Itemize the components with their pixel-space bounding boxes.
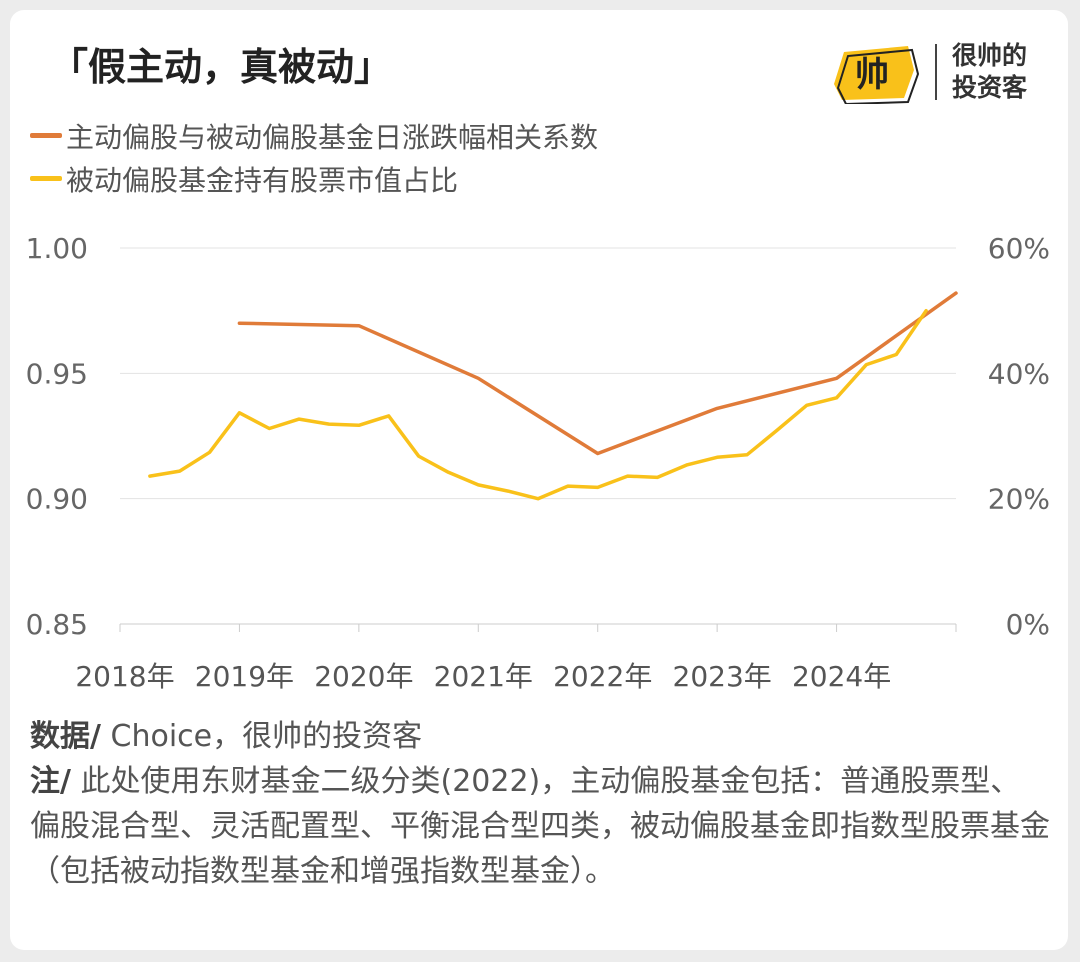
- x-tick-label: 2022年: [553, 660, 652, 693]
- chart-footnote: 数据/ Choice，很帅的投资客 注/ 此处使用东财基金二级分类(2022)，…: [30, 714, 1050, 894]
- y-right-tick-label: 60%: [988, 232, 1050, 265]
- y-left-tick-label: 0.85: [26, 608, 88, 641]
- series-line-correlation: [237, 291, 958, 456]
- legend-item-correlation: 主动偏股与被动偏股基金日涨跌幅相关系数: [30, 114, 598, 157]
- legend-item-market-share: 被动偏股基金持有股票市值占比: [30, 157, 598, 200]
- brand-name: 很帅的 投资客: [952, 40, 1027, 104]
- page-title: 「假主动，真被动」: [50, 45, 393, 89]
- source-line: 数据/ Choice，很帅的投资客: [30, 714, 1050, 759]
- y-left-tick-label: 0.90: [26, 483, 88, 516]
- brand-name-line1: 很帅的: [952, 41, 1028, 70]
- y-right-tick-label: 40%: [988, 357, 1050, 390]
- y-left-tick-label: 1.00: [26, 232, 88, 265]
- source-text: Choice，很帅的投资客: [100, 719, 423, 754]
- legend-swatch-yellow: [30, 176, 62, 181]
- legend-swatch-orange: [30, 133, 62, 138]
- note-label: 注/: [30, 764, 71, 799]
- chart-legend: 主动偏股与被动偏股基金日涨跌幅相关系数 被动偏股基金持有股票市值占比: [30, 114, 598, 200]
- x-tick-label: 2019年: [195, 660, 294, 693]
- legend-label-market-share: 被动偏股基金持有股票市值占比: [66, 163, 459, 197]
- x-tick-label: 2020年: [314, 660, 413, 693]
- x-tick-label: 2021年: [434, 660, 533, 693]
- source-label: 数据/: [30, 719, 101, 754]
- x-tick-label: 2023年: [673, 660, 772, 693]
- brand-logo-icon: 帅: [834, 44, 937, 104]
- chart-card: [10, 10, 1068, 950]
- y-right-tick-label: 0%: [1006, 608, 1050, 641]
- series-line-market-share: [148, 308, 928, 501]
- logo-mark: 帅: [855, 55, 889, 95]
- y-left-tick-label: 0.95: [26, 357, 88, 390]
- note-line: 注/ 此处使用东财基金二级分类(2022)，主动偏股基金包括：普通股票型、偏股混…: [30, 759, 1050, 894]
- x-tick-label: 2024年: [792, 660, 891, 693]
- brand-name-line2: 投资客: [952, 73, 1028, 102]
- y-right-tick-label: 20%: [988, 483, 1050, 516]
- x-tick-label: 2018年: [75, 660, 174, 693]
- legend-label-correlation: 主动偏股与被动偏股基金日涨跌幅相关系数: [66, 120, 599, 154]
- note-text: 此处使用东财基金二级分类(2022)，主动偏股基金包括：普通股票型、偏股混合型、…: [30, 764, 1050, 889]
